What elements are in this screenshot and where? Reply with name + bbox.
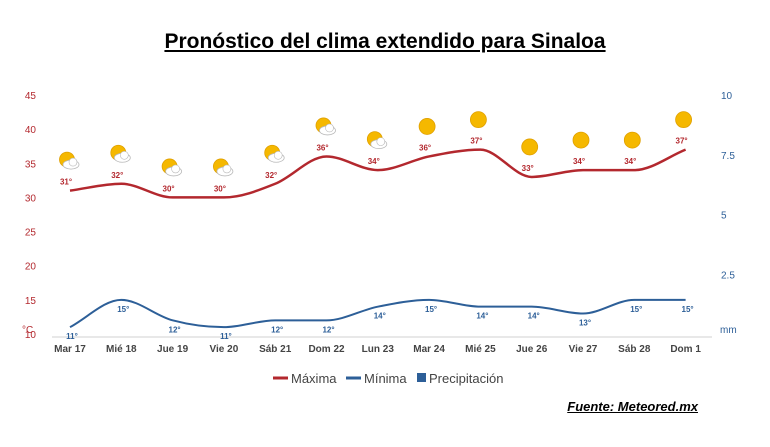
x-tick-label: Dom 1: [670, 344, 701, 355]
right-tick-label: 7.5: [721, 151, 735, 162]
right-tick-label: 5: [721, 211, 727, 222]
left-tick-label: 30: [25, 193, 37, 204]
source-credit: Fuente: Meteored.mx: [567, 399, 698, 414]
left-tick-label: 15: [25, 296, 37, 307]
weather-icons: [59, 111, 692, 177]
legend-max-label: Máxima: [291, 371, 337, 386]
x-tick-label: Vie 27: [569, 344, 598, 355]
x-tick-label: Vie 20: [210, 344, 239, 355]
right-axis: 2.5 5 7.5 10 mm: [720, 91, 737, 336]
x-tick-label: Sáb 28: [618, 344, 651, 355]
data-label-max: 37°: [470, 137, 482, 146]
partly-cloudy-icon: [264, 144, 285, 163]
legend-precip-label: Precipitación: [429, 371, 503, 386]
sun-icon: [623, 131, 641, 149]
data-label-min: 15°: [630, 305, 642, 314]
x-tick-label: Jue 19: [157, 344, 189, 355]
x-tick-label: Mié 25: [465, 344, 496, 355]
left-tick-label: 40: [25, 125, 37, 136]
legend-item-max[interactable]: Máxima: [273, 371, 337, 386]
data-label-max: 34°: [573, 157, 585, 166]
left-axis-unit: °C: [22, 325, 33, 336]
data-label-min: 11°: [66, 332, 78, 341]
chart-title: Pronóstico del clima extendido para Sina…: [164, 30, 606, 53]
x-tick-label: Mar 17: [54, 344, 86, 355]
data-label-max: 30°: [214, 184, 226, 193]
data-label-max: 37°: [676, 137, 688, 146]
right-tick-label: 2.5: [721, 270, 735, 281]
right-axis-unit: mm: [720, 325, 737, 336]
legend-min-label: Mínima: [364, 371, 407, 386]
legend-item-precip[interactable]: Precipitación: [417, 371, 503, 386]
data-label-min: 11°: [220, 332, 232, 341]
data-label-max: 36°: [419, 143, 431, 152]
data-label-min: 12°: [271, 325, 283, 334]
partly-cloudy-icon: [110, 144, 131, 163]
data-label-max: 31°: [60, 178, 72, 187]
sun-icon: [418, 118, 436, 135]
legend-precip-swatch: [417, 373, 426, 382]
data-label-max: 30°: [163, 184, 175, 193]
series-lines: [69, 148, 687, 329]
x-axis: Mar 17 Mié 18 Jue 19 Vie 20 Sáb 21 Dom 22 Lun …: [52, 336, 712, 355]
sun-icon: [469, 111, 487, 129]
data-label-min: 14°: [528, 312, 540, 321]
right-tick-label: 10: [721, 91, 733, 102]
partly-cloudy-icon: [315, 117, 336, 136]
data-label-min: 15°: [425, 305, 437, 314]
data-label-min: 13°: [579, 319, 591, 328]
data-label-max: 34°: [624, 157, 636, 166]
x-tick-label: Jue 26: [516, 344, 548, 355]
x-tick-label: Dom 22: [308, 344, 345, 355]
left-tick-label: 25: [25, 228, 37, 239]
data-label-max: 34°: [368, 157, 380, 166]
data-label-max: 36°: [316, 143, 328, 152]
data-label-max: 32°: [111, 171, 123, 180]
left-tick-label: 35: [25, 159, 37, 170]
sun-icon: [675, 111, 692, 129]
legend: Máxima Mínima Precipitación: [273, 371, 503, 386]
legend-item-min[interactable]: Mínima: [346, 371, 407, 386]
data-labels: 31° 32° 30° 30° 32° 36° 34° 36° 37° 33° 34° 34° 37° 1…: [60, 137, 694, 342]
sun-icon: [572, 131, 590, 149]
data-label-max: 32°: [265, 171, 277, 180]
left-axis: 10 15 20 25 30 35 40 45 °C: [22, 91, 36, 341]
sun-icon: [521, 138, 539, 156]
partly-cloudy-icon: [366, 131, 388, 150]
left-tick-label: 20: [25, 262, 37, 273]
left-tick-label: 45: [25, 91, 37, 102]
data-label-min: 14°: [374, 312, 386, 321]
data-label-min: 12°: [169, 325, 181, 334]
x-tick-label: Sáb 21: [259, 344, 292, 355]
x-tick-label: Mié 18: [106, 344, 137, 355]
data-label-min: 12°: [322, 325, 334, 334]
left-tick-label: 10: [25, 330, 37, 341]
partly-cloudy-icon: [212, 158, 234, 177]
partly-cloudy-icon: [59, 151, 80, 170]
series-line-max: [69, 148, 687, 199]
data-label-min: 15°: [117, 305, 129, 314]
x-tick-label: Mar 24: [413, 344, 445, 355]
x-tick-label: Lun 23: [362, 344, 395, 355]
data-label-max: 33°: [522, 164, 534, 173]
series-line-min: [69, 298, 686, 329]
data-label-min: 14°: [476, 312, 488, 321]
data-label-min: 15°: [682, 305, 694, 314]
partly-cloudy-icon: [161, 158, 183, 177]
